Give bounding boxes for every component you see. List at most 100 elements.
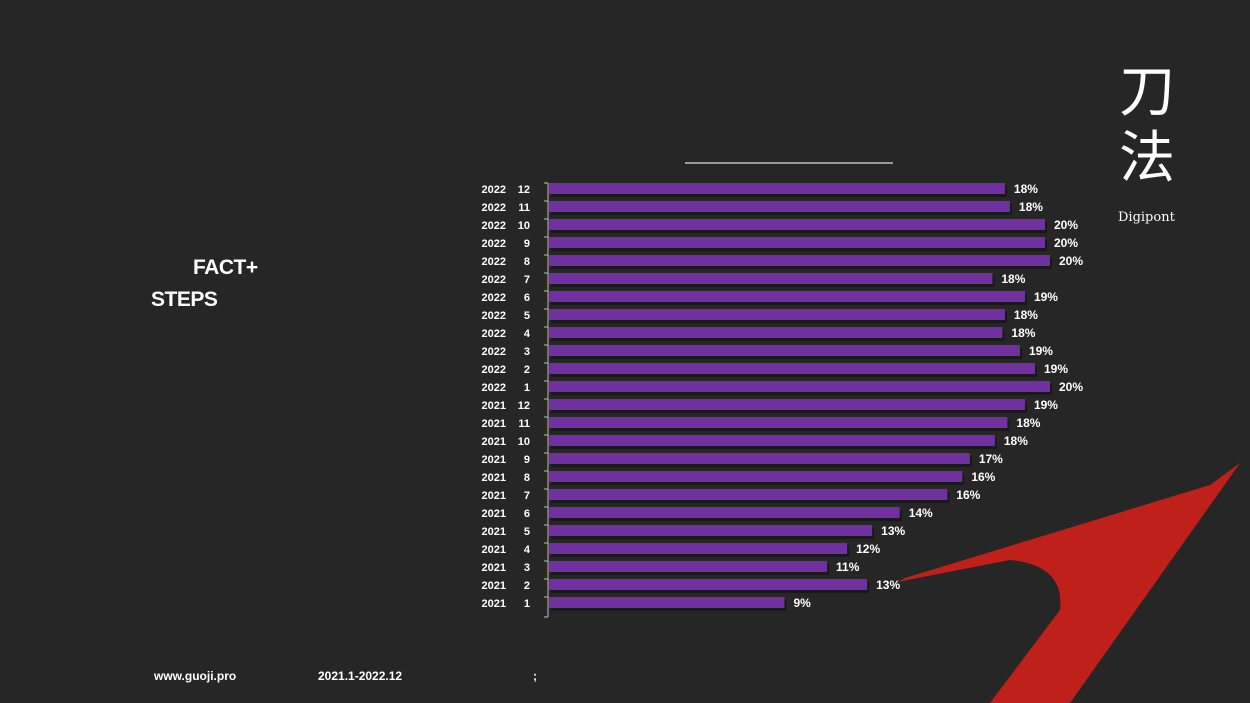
category-label-year: 2021 <box>482 598 506 610</box>
category-label-month: 3 <box>524 346 530 358</box>
bar-value-label: 18% <box>1014 308 1038 322</box>
bar-value-label: 17% <box>979 452 1003 466</box>
bar-value-label: 13% <box>881 524 905 538</box>
bar <box>549 345 1020 356</box>
bar <box>549 471 963 482</box>
category-label-year: 2021 <box>482 454 506 466</box>
category-label-year: 2022 <box>482 274 506 286</box>
bar <box>549 237 1045 248</box>
bar <box>549 363 1035 374</box>
footer-date-range: 2021.1-2022.12 <box>318 669 403 683</box>
category-label-year: 2021 <box>482 418 506 430</box>
category-label-month: 2 <box>524 580 530 592</box>
category-label-month: 7 <box>524 274 530 286</box>
category-label-month: 1 <box>524 382 530 394</box>
category-label-year: 2022 <box>482 382 506 394</box>
bar <box>549 489 948 500</box>
category-label-year: 2021 <box>482 580 506 592</box>
bar <box>549 597 785 608</box>
category-label-year: 2021 <box>482 544 506 556</box>
category-label-year: 2022 <box>482 292 506 304</box>
category-label-year: 2022 <box>482 364 506 376</box>
category-label-year: 2021 <box>482 526 506 538</box>
bar <box>549 219 1045 230</box>
bar <box>549 525 873 536</box>
category-label-month: 12 <box>518 184 530 196</box>
bar <box>549 417 1008 428</box>
bar-value-label: 14% <box>909 506 933 520</box>
bar <box>549 273 993 284</box>
category-label-month: 10 <box>518 436 530 448</box>
bar-value-label: 18% <box>1014 182 1038 196</box>
category-label-year: 2022 <box>482 310 506 322</box>
category-label-month: 4 <box>524 328 531 340</box>
brand-logo-text: Digipont <box>1118 210 1175 225</box>
category-label-month: 5 <box>524 526 530 538</box>
brand-logo-glyphs: 刀法 <box>1119 60 1175 191</box>
bar-value-label: 18% <box>1016 416 1040 430</box>
footer-semicolon: ; <box>533 669 537 683</box>
bar <box>549 453 970 464</box>
category-label-year: 2022 <box>482 256 506 268</box>
category-label-year: 2022 <box>482 346 506 358</box>
category-label-year: 2022 <box>482 238 506 250</box>
category-label-year: 2021 <box>482 472 506 484</box>
slide-title-line1: FACT+ <box>193 256 258 279</box>
bar <box>549 201 1010 212</box>
category-label-year: 2022 <box>482 184 506 196</box>
bar <box>549 183 1005 194</box>
bar <box>549 255 1050 266</box>
category-label-month: 8 <box>524 472 530 484</box>
bar <box>549 291 1025 302</box>
bar <box>549 579 868 590</box>
bar-value-label: 16% <box>971 470 995 484</box>
category-label-month: 12 <box>518 400 530 412</box>
bar-value-label: 13% <box>876 578 900 592</box>
category-label-month: 5 <box>524 310 530 322</box>
bar-value-label: 12% <box>856 542 880 556</box>
footer-url: www.guoji.pro <box>154 669 237 683</box>
bar-value-label: 20% <box>1059 254 1083 268</box>
category-label-month: 3 <box>524 562 530 574</box>
category-label-month: 7 <box>524 490 530 502</box>
bar <box>549 561 828 572</box>
bar <box>549 381 1050 392</box>
category-label-month: 4 <box>524 544 531 556</box>
bar-value-label: 20% <box>1059 380 1083 394</box>
category-label-year: 2021 <box>482 508 506 520</box>
bar-value-label: 18% <box>1011 326 1035 340</box>
category-label-year: 2021 <box>482 436 506 448</box>
bar <box>549 309 1005 320</box>
category-label-month: 11 <box>518 418 530 430</box>
slide-title-line2: STEPS <box>151 288 218 311</box>
bar-value-label: 20% <box>1054 236 1078 250</box>
bar-value-label: 18% <box>1019 200 1043 214</box>
category-label-year: 2021 <box>482 400 506 412</box>
bar <box>549 543 848 554</box>
bar <box>549 399 1025 410</box>
bar-value-label: 19% <box>1044 362 1068 376</box>
category-label-year: 2022 <box>482 220 506 232</box>
category-label-month: 9 <box>524 238 530 250</box>
category-label-year: 2021 <box>482 562 506 574</box>
category-label-month: 1 <box>524 598 530 610</box>
category-label-year: 2022 <box>482 328 506 340</box>
category-label-year: 2021 <box>482 490 506 502</box>
bar <box>549 507 900 518</box>
category-label-month: 9 <box>524 454 530 466</box>
category-label-month: 2 <box>524 364 530 376</box>
bar-value-label: 20% <box>1054 218 1078 232</box>
bar-value-label: 11% <box>836 560 860 574</box>
bar-value-label: 18% <box>1004 434 1028 448</box>
bar <box>549 435 995 446</box>
red-swoosh-shape <box>897 463 1240 703</box>
bar-value-label: 18% <box>1001 272 1025 286</box>
bar-value-label: 16% <box>956 488 980 502</box>
category-label-month: 8 <box>524 256 530 268</box>
bar-value-label: 19% <box>1034 290 1058 304</box>
bar <box>549 327 1003 338</box>
bar-value-label: 19% <box>1029 344 1053 358</box>
